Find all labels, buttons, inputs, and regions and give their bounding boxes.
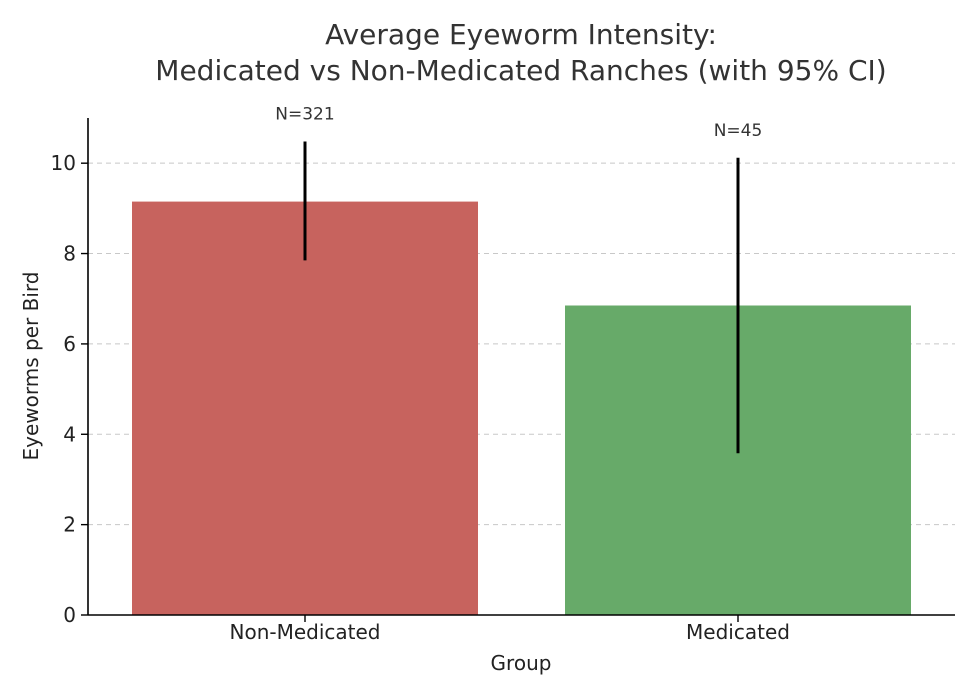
- y-tick-label: 8: [63, 242, 76, 266]
- chart-title-line-2: Medicated vs Non-Medicated Ranches (with…: [155, 54, 886, 87]
- x-ticks: Non-Medicated Medicated: [230, 615, 790, 644]
- error-bars: [303, 141, 740, 454]
- n-labels: N=321 N=45: [275, 104, 762, 140]
- y-tick-label: 4: [63, 422, 76, 446]
- y-tick-label: 10: [51, 151, 76, 175]
- bars: [132, 201, 911, 615]
- y-tick-label: 2: [63, 513, 76, 537]
- y-ticks: 0 2 4 6 8 10: [51, 151, 88, 627]
- bar-non-medicated: [132, 201, 478, 615]
- x-tick-label: Medicated: [686, 620, 790, 644]
- x-tick-label: Non-Medicated: [230, 620, 381, 644]
- x-axis-title: Group: [491, 651, 552, 675]
- chart-title-line-1: Average Eyeworm Intensity:: [325, 18, 717, 51]
- y-axis-title: Eyeworms per Bird: [19, 272, 43, 461]
- y-tick-label: 0: [63, 603, 76, 627]
- n-label: N=45: [714, 121, 763, 141]
- n-label: N=321: [275, 104, 334, 124]
- y-tick-label: 6: [63, 332, 76, 356]
